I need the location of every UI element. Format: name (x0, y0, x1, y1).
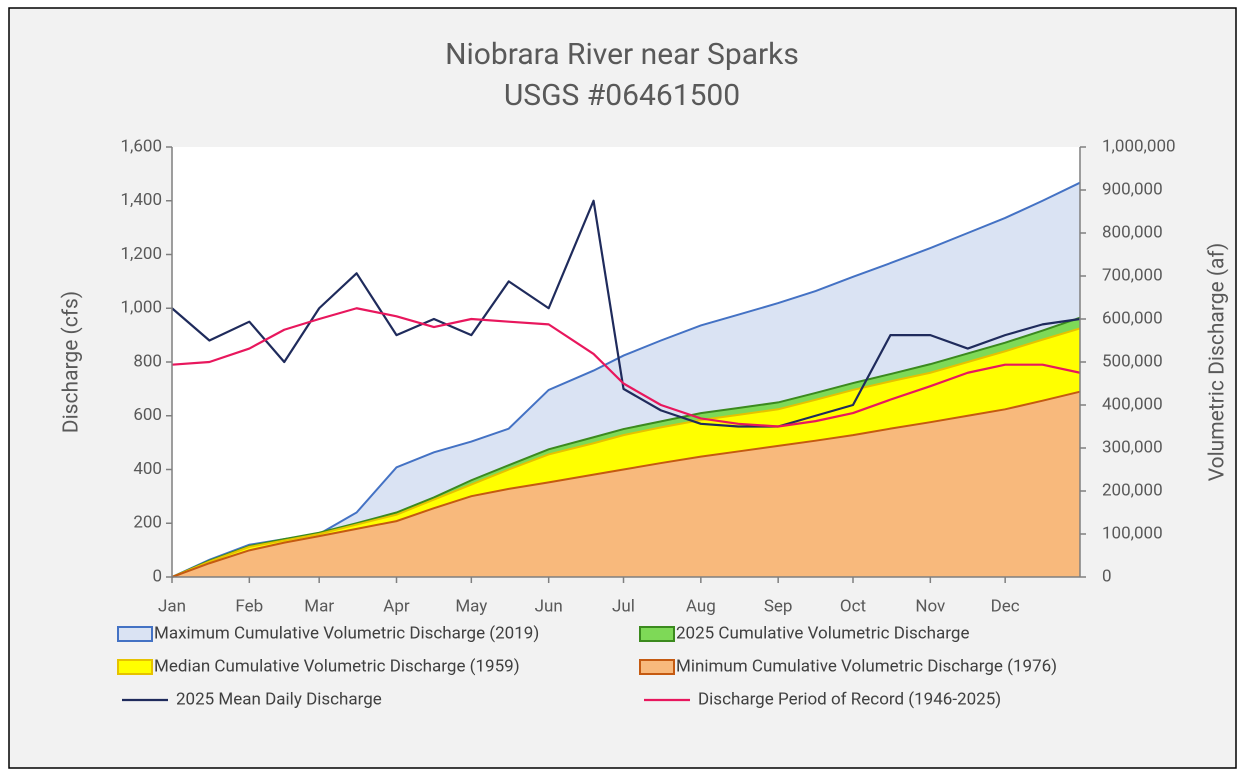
y-tick-label: 1,000 (120, 298, 162, 318)
y2-tick-label: 700,000 (1102, 265, 1163, 285)
y2-tick-label: 100,000 (1102, 523, 1163, 543)
legend-swatch (117, 659, 153, 675)
chart-title: Niobrara River near Sparks (445, 37, 799, 72)
x-tick-label: Mar (304, 596, 334, 616)
x-tick-label: Jul (612, 596, 635, 616)
x-tick-label: Jan (158, 596, 186, 616)
y-tick-label: 800 (133, 351, 162, 371)
y2-tick-label: 400,000 (1102, 394, 1163, 414)
y-tick-label: 400 (133, 459, 162, 479)
area-fill (172, 391, 1080, 577)
x-tick-label: May (455, 596, 487, 616)
area-line (171, 327, 1081, 578)
y2-tick-label: 600,000 (1102, 308, 1163, 328)
chart-subtitle: USGS #06461500 (504, 78, 740, 113)
y2-tick-label: 800,000 (1102, 222, 1163, 242)
x-tick-label: Nov (915, 596, 945, 616)
x-tick-label: Dec (991, 596, 1020, 616)
legend-label: Median Cumulative Volumetric Discharge (… (154, 656, 520, 676)
legend-label: Maximum Cumulative Volumetric Discharge … (154, 623, 539, 643)
y2-tick-label: 0 (1102, 566, 1112, 586)
y-tick-label: 600 (133, 405, 162, 425)
x-tick-label: Aug (686, 596, 716, 616)
y2-tick-label: 500,000 (1102, 351, 1163, 371)
legend-label: 2025 Cumulative Volumetric Discharge (676, 623, 969, 643)
y2-tick-label: 200,000 (1102, 480, 1163, 500)
y2-axis-label: Volumetric Discharge (af) (1206, 243, 1230, 482)
y-axis-label: Discharge (cfs) (60, 291, 84, 433)
area-line (171, 316, 1081, 578)
y-tick-label: 1,200 (120, 244, 162, 264)
legend-swatch (639, 626, 675, 642)
legend-swatch (639, 659, 675, 675)
y-tick-label: 1,400 (120, 190, 162, 210)
area-line (171, 390, 1081, 578)
legend-label: Minimum Cumulative Volumetric Discharge … (676, 656, 1057, 676)
legend-label: 2025 Mean Daily Discharge (176, 689, 382, 709)
y2-tick-label: 900,000 (1102, 179, 1163, 199)
y2-tick-label: 300,000 (1102, 437, 1163, 457)
y2-tick-label: 1,000,000 (1102, 136, 1176, 156)
line (171, 307, 1081, 428)
y-tick-label: 200 (133, 513, 162, 533)
legend-swatch (117, 626, 153, 642)
legend-label: Discharge Period of Record (1946-2025) (698, 689, 1001, 709)
y-tick-label: 1,600 (120, 136, 162, 156)
x-tick-label: Sep (764, 596, 793, 616)
x-tick-label: Oct (840, 596, 866, 616)
x-tick-label: Apr (383, 596, 410, 616)
line (171, 199, 1081, 428)
x-tick-label: Jun (535, 596, 563, 616)
x-tick-label: Feb (235, 596, 263, 616)
y-tick-label: 0 (152, 566, 162, 586)
